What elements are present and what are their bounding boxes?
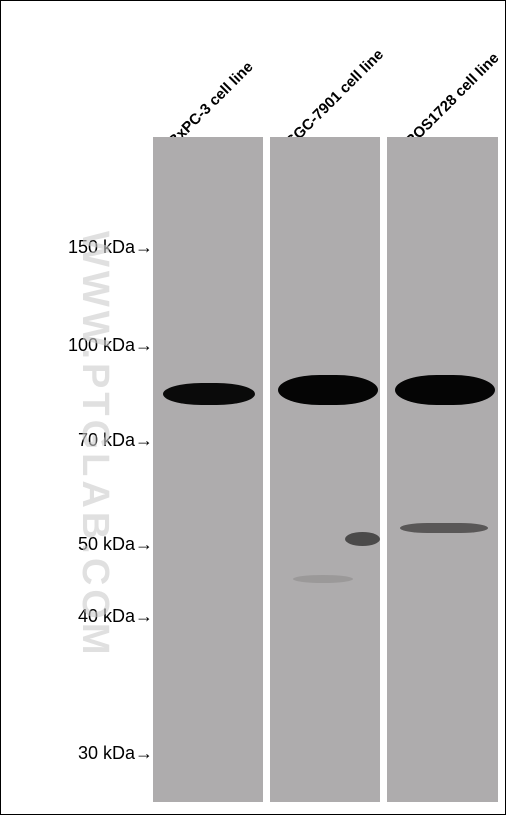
western-blot-figure: BxPC-3 cell line SGC-7901 cell line ROS1… — [0, 0, 506, 815]
lane-label-2: SGC-7901 cell line — [283, 46, 387, 150]
lane-labels-group: BxPC-3 cell line SGC-7901 cell line ROS1… — [1, 1, 505, 137]
blot-area — [153, 137, 498, 802]
band-lane1-main — [163, 383, 255, 405]
band-lane2-faint — [293, 575, 353, 583]
mw-marker-150: 150 kDa→ — [1, 237, 153, 258]
mw-marker-100: 100 kDa→ — [1, 335, 153, 356]
band-lane2-minor-1 — [345, 532, 380, 546]
mw-marker-40: 40 kDa→ — [1, 606, 153, 627]
lane-3 — [387, 137, 498, 802]
lane-label-3: ROS1728 cell line — [402, 50, 502, 150]
mw-marker-70: 70 kDa→ — [1, 430, 153, 451]
band-lane3-main — [395, 375, 495, 405]
lane-gap-1-2 — [263, 137, 270, 802]
mw-marker-50: 50 kDa→ — [1, 534, 153, 555]
lane-1 — [153, 137, 263, 802]
band-lane3-minor — [400, 523, 488, 533]
lane-2 — [270, 137, 380, 802]
band-lane2-main — [278, 375, 378, 405]
lane-gap-2-3 — [380, 137, 387, 802]
mw-marker-30: 30 kDa→ — [1, 743, 153, 764]
